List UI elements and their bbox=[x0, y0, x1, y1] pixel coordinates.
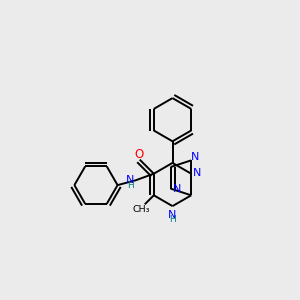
Text: N: N bbox=[190, 152, 199, 162]
Text: H: H bbox=[169, 215, 176, 224]
Text: N: N bbox=[168, 210, 177, 220]
Text: CH₃: CH₃ bbox=[132, 205, 150, 214]
Text: N: N bbox=[193, 167, 201, 178]
Text: O: O bbox=[134, 148, 143, 161]
Text: N: N bbox=[173, 184, 182, 194]
Text: N: N bbox=[126, 175, 135, 185]
Text: H: H bbox=[127, 181, 134, 190]
